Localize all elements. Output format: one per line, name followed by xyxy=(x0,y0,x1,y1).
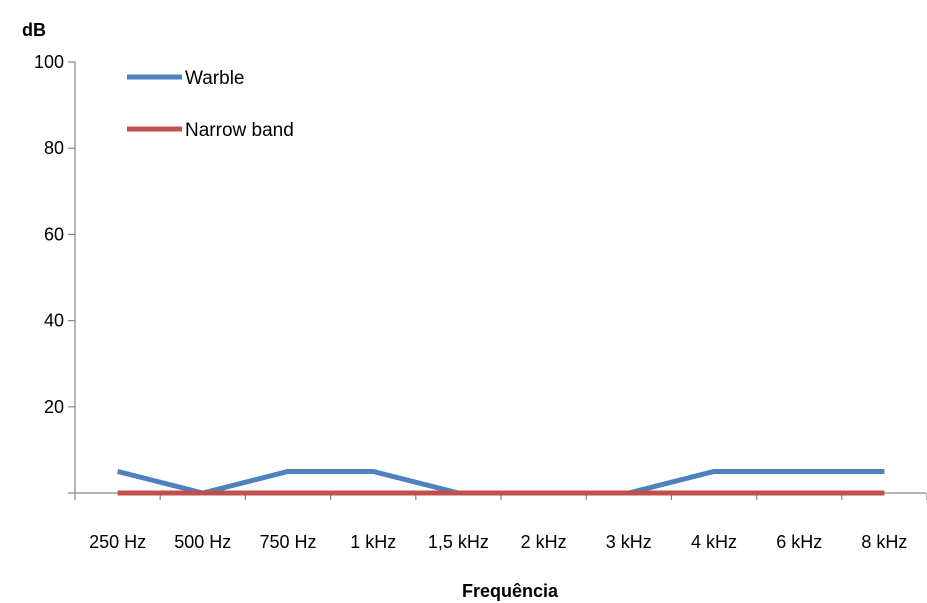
series-line-warble xyxy=(116,468,885,496)
legend-label: Warble xyxy=(185,68,244,89)
legend-label: Narrow band xyxy=(185,120,294,141)
x-tick-label: 4 kHz xyxy=(691,532,737,552)
x-tick-label: 500 Hz xyxy=(174,532,231,552)
x-axis-title: Frequência xyxy=(462,581,559,601)
x-tick-label: 2 kHz xyxy=(521,532,567,552)
y-axis-title: dB xyxy=(22,20,46,40)
y-tick-label: 80 xyxy=(44,138,64,158)
x-tick-label: 250 Hz xyxy=(89,532,146,552)
y-tick-labels: 20 40 60 80 100 xyxy=(34,52,64,417)
y-tick-label: 100 xyxy=(34,52,64,72)
x-tick-label: 1 kHz xyxy=(350,532,396,552)
x-tick-labels: 250 Hz 500 Hz 750 Hz 1 kHz 1,5 kHz 2 kHz 3 kHz… xyxy=(89,532,907,552)
series-lines xyxy=(116,468,885,496)
legend: Warble Narrow band xyxy=(127,68,294,141)
x-tick-label: 6 kHz xyxy=(776,532,822,552)
x-tick-label: 3 kHz xyxy=(606,532,652,552)
y-tick-label: 20 xyxy=(44,397,64,417)
x-tick-label: 750 Hz xyxy=(259,532,316,552)
x-tick-label: 8 kHz xyxy=(861,532,907,552)
y-tick-label: 40 xyxy=(44,311,64,331)
y-tick-label: 60 xyxy=(44,224,64,244)
x-tick-label: 1,5 kHz xyxy=(428,532,489,552)
